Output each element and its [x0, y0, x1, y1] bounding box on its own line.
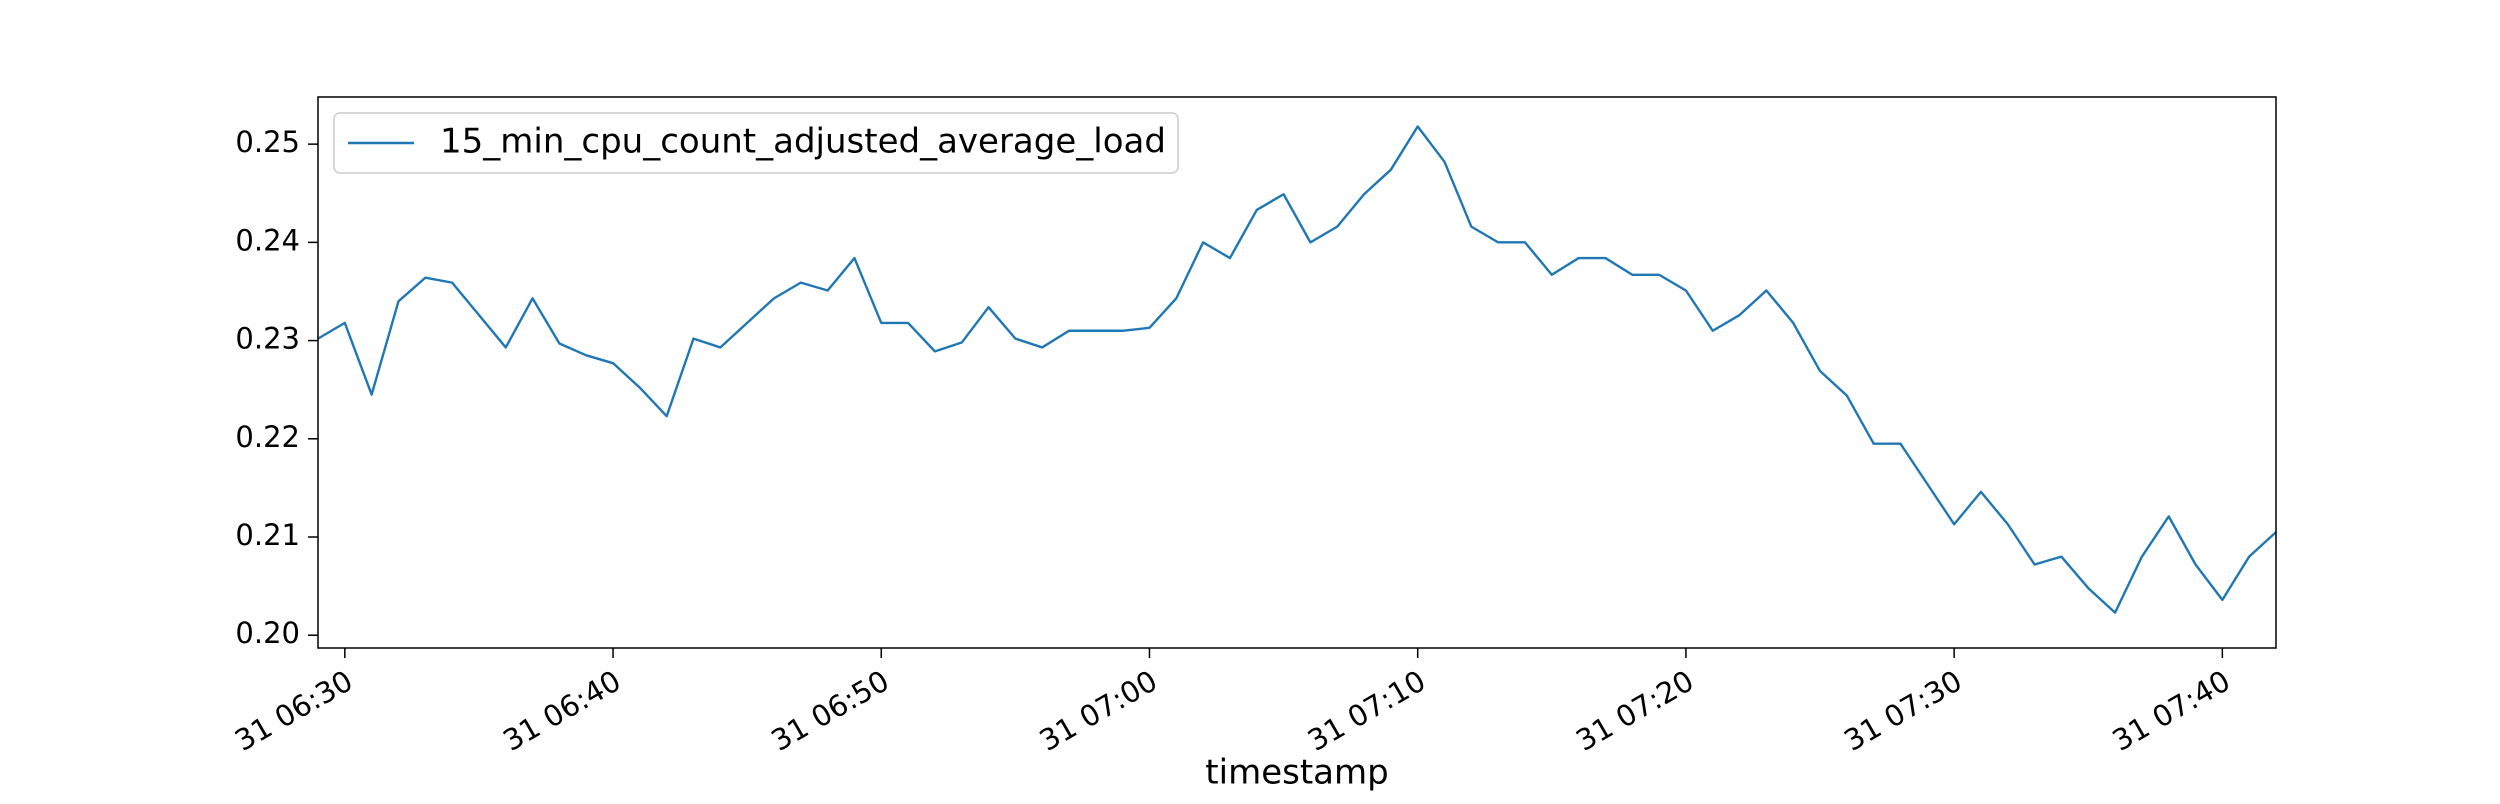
y-tick-label: 0.22 [235, 420, 300, 454]
x-tick-label: 31 06:40 [497, 664, 626, 758]
y-tick-label: 0.23 [235, 322, 300, 356]
legend-label: 15_min_cpu_count_adjusted_average_load [440, 122, 1166, 162]
x-tick-label: 31 07:30 [1838, 664, 1967, 758]
x-tick-label: 31 06:30 [229, 664, 358, 758]
plot-frame [317, 96, 2277, 649]
x-tick-label: 31 07:20 [1570, 664, 1699, 758]
y-tick-label: 0.25 [235, 125, 300, 159]
y-tick-label: 0.24 [235, 223, 300, 257]
x-axis-label: timestamp [1205, 753, 1388, 793]
y-tick-label: 0.21 [235, 518, 300, 552]
x-tick-label: 31 07:40 [2107, 664, 2236, 758]
legend: 15_min_cpu_count_adjusted_average_load [333, 112, 1179, 174]
x-tick-label: 31 06:50 [765, 664, 894, 758]
y-tick-label: 0.20 [235, 616, 300, 650]
legend-box [333, 112, 1179, 174]
data-line [317, 125, 2277, 614]
x-tick-label: 31 07:00 [1034, 664, 1163, 758]
x-tick-label: 31 07:10 [1302, 664, 1431, 758]
